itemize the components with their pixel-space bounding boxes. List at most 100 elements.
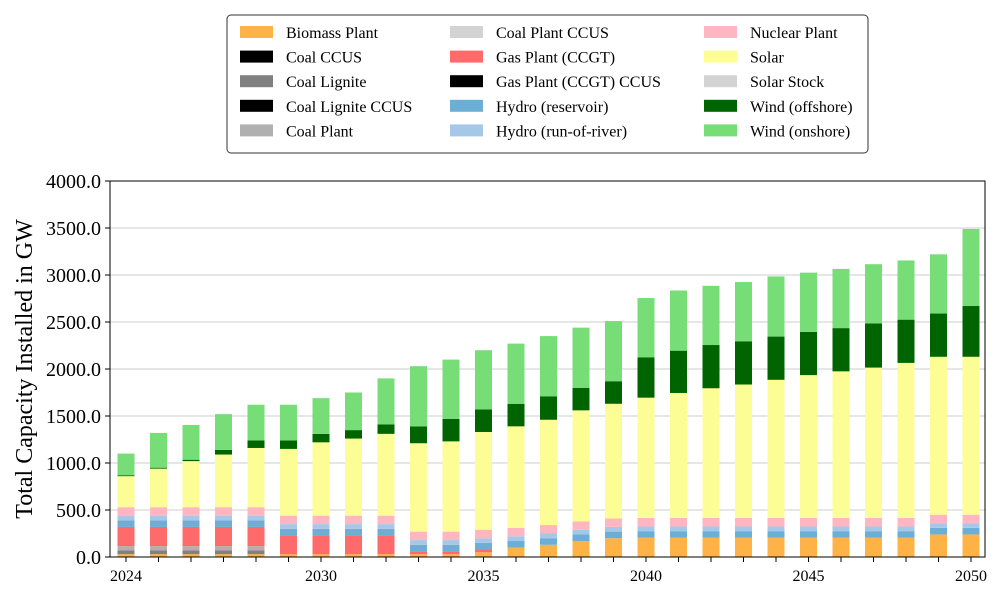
bar-segment-wind-onshore (475, 350, 492, 410)
bar-segment-hydro-reservoir (312, 528, 330, 536)
legend-swatch (240, 75, 273, 88)
bar-segment-hydro-reservoir (475, 542, 492, 550)
bar-segment-solar (247, 447, 265, 508)
bar-segment-hydro-reservoir (345, 528, 362, 536)
bar-segment-solar (800, 375, 817, 518)
bar-segment-wind-offshore (442, 418, 460, 442)
bar-segment-biomass-plant (930, 534, 947, 557)
bar-stack-2041 (670, 290, 687, 557)
bar-segment-wind-onshore (150, 432, 167, 468)
chart-axes: 0.0 500.0 1000.0 1500.0 2000.0 2500.0 3000.0 35… (46, 171, 987, 585)
bar-segment-hydro-run-of-river (475, 538, 492, 543)
legend-swatch (240, 50, 273, 63)
bar-segment-wind-offshore (702, 345, 720, 389)
y-tick-label: 3000.0 (46, 265, 101, 287)
bar-segment-hydro-reservoir (800, 531, 817, 538)
bar-segment-wind-offshore (832, 328, 850, 372)
bar-segment-solar (182, 461, 200, 508)
bar-segment-gas-plant-ccgt (247, 526, 265, 547)
bar-segment-coal-plant (215, 546, 232, 551)
bar-segment-biomass-plant (800, 537, 817, 557)
legend-label: Gas Plant (CCGT) CCUS (496, 74, 661, 91)
bar-segment-nuclear-plant (150, 507, 167, 516)
bar-segment-hydro-run-of-river (800, 526, 817, 532)
bar-segment-solar (117, 476, 135, 508)
bar-segment-wind-offshore (735, 341, 752, 385)
legend-item: Biomass Plant (240, 25, 379, 42)
bar-segment-wind-offshore (637, 357, 655, 398)
legend-swatch (704, 99, 737, 112)
bar-segment-biomass-plant (572, 541, 590, 557)
bar-segment-hydro-reservoir (215, 520, 232, 527)
plot-frame (109, 180, 986, 558)
bar-segment-hydro-reservoir (767, 531, 785, 538)
bar-segment-solar (605, 403, 622, 519)
bar-segment-wind-offshore (962, 306, 980, 357)
bar-segment-nuclear-plant (962, 514, 980, 524)
bar-segment-hydro-run-of-river (637, 526, 655, 532)
legend-item: Gas Plant (CCGT) CCUS (450, 74, 661, 91)
bar-segment-wind-offshore (345, 430, 362, 439)
bar-segment-wind-onshore (410, 366, 427, 427)
bar-segment-wind-onshore (865, 264, 882, 324)
bar-segment-wind-offshore (605, 381, 622, 404)
bar-segment-coal-lignite (182, 550, 200, 555)
legend-swatch (704, 26, 737, 38)
bar-segment-biomass-plant (832, 537, 850, 557)
bar-segment-hydro-run-of-river (572, 529, 590, 535)
bar-segment-biomass-plant (865, 537, 882, 557)
bar-stack-2024 (117, 453, 135, 557)
bar-segment-gas-plant-ccgt (442, 551, 460, 555)
legend-swatch (704, 50, 737, 63)
bar-segment-wind-offshore (475, 409, 492, 432)
bar-segment-wind-offshore (182, 459, 200, 462)
bar-segment-biomass-plant (117, 554, 135, 557)
bar-segment-hydro-reservoir (702, 531, 720, 538)
bar-segment-biomass-plant (962, 534, 980, 557)
bar-segment-biomass-plant (182, 554, 200, 557)
bar-segment-gas-plant-ccgt (150, 526, 167, 547)
bar-segment-hydro-run-of-river (767, 526, 785, 532)
bar-stack-2036 (507, 343, 525, 557)
x-tick-label: 2024 (110, 568, 142, 585)
bar-segment-nuclear-plant (182, 507, 200, 516)
bar-segment-hydro-reservoir (182, 520, 200, 527)
bar-segment-solar (215, 454, 232, 508)
legend-item: Hydro (reservoir) (450, 99, 608, 116)
bar-segment-hydro-reservoir (865, 531, 882, 538)
bar-segment-solar (540, 419, 557, 526)
bar-segment-wind-offshore (117, 475, 135, 477)
bar-segment-hydro-run-of-river (962, 523, 980, 528)
bar-stack-2047 (865, 264, 882, 557)
legend-item: Coal CCUS (240, 50, 362, 67)
bar-segment-nuclear-plant (507, 527, 525, 537)
bar-segment-hydro-run-of-river (930, 523, 947, 528)
bar-segment-wind-onshore (117, 453, 135, 476)
bar-segment-hydro-run-of-river (832, 526, 850, 532)
bar-segment-wind-onshore (182, 424, 200, 460)
bar-segment-hydro-reservoir (150, 520, 167, 527)
bar-segment-nuclear-plant (280, 515, 297, 525)
bar-segment-biomass-plant (605, 538, 622, 557)
bar-segment-hydro-run-of-river (540, 533, 557, 539)
bar-segment-solar (832, 371, 850, 518)
bar-segment-solar (410, 443, 427, 532)
bar-segment-wind-offshore (377, 424, 395, 434)
legend-label: Coal CCUS (286, 50, 362, 67)
legend-swatch (240, 26, 273, 38)
bar-segment-wind-onshore (312, 398, 330, 434)
bar-stack-2039 (605, 321, 622, 557)
bar-segment-biomass-plant (735, 537, 752, 557)
bar-segment-wind-onshore (540, 336, 557, 397)
x-tick-label: 2035 (468, 568, 500, 585)
bar-segment-hydro-reservoir (507, 541, 525, 548)
bar-segment-gas-plant-ccgt (345, 535, 362, 555)
bar-segment-wind-offshore (247, 440, 265, 448)
bar-segment-hydro-run-of-river (150, 515, 167, 521)
y-tick-label: 4000.0 (46, 171, 101, 193)
bar-segment-solar (735, 384, 752, 518)
bar-segment-coal-plant (117, 546, 135, 551)
bar-stack-2032 (377, 378, 395, 557)
x-tick-label: 2045 (793, 568, 825, 585)
bar-segment-nuclear-plant (377, 515, 395, 525)
